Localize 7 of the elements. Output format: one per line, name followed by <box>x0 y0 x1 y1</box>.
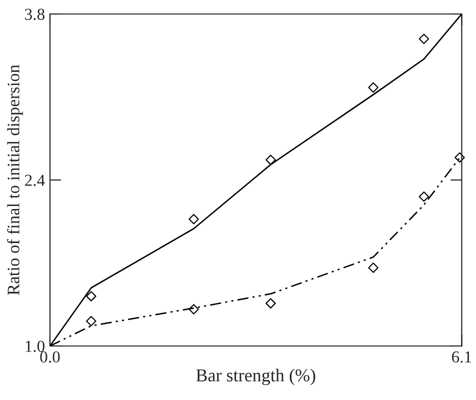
x-tick-label: 0.0 <box>40 351 60 363</box>
y-tick-label: 2.4 <box>25 174 45 186</box>
x-axis-title: Bar strength (%) <box>196 368 316 386</box>
y-axis-title: Ratio of final to initial dispersion <box>6 64 23 295</box>
y-tick-label: 3.8 <box>25 8 44 20</box>
y-tick-label: 1.0 <box>26 340 44 352</box>
x-tick-label: 6.1 <box>452 351 472 363</box>
